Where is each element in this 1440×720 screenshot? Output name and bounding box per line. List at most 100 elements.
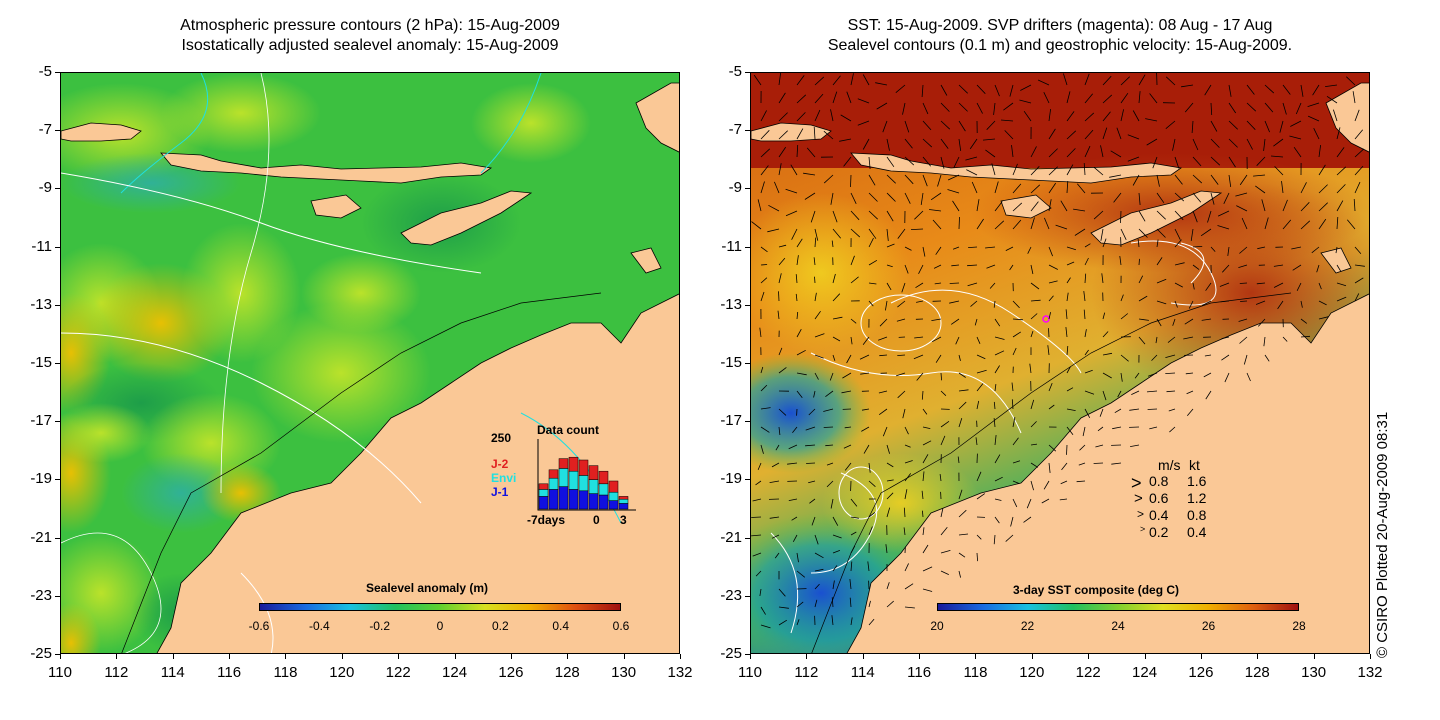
right-y-tick	[745, 72, 750, 73]
sla-colorbar-tick: 0.4	[552, 619, 569, 633]
left-x-tick	[454, 654, 456, 659]
sst-colorbar-tick: 20	[930, 619, 944, 633]
velocity-legend-arrow: >	[1134, 490, 1143, 507]
right-x-tick	[1313, 654, 1315, 659]
sla-colorbar-tick: 0	[436, 619, 444, 633]
left-y-tick	[55, 421, 60, 423]
velocity-legend-arrow: >	[1137, 507, 1145, 521]
right-x-tick	[862, 654, 864, 659]
tanimbar-island	[1320, 247, 1352, 274]
histogram-bar	[588, 493, 599, 510]
sst-colorbar-tick: 24	[1111, 619, 1125, 633]
data-count-histogram	[537, 439, 636, 511]
csiro-credit: © CSIRO Plotted 20-Aug-2009 08:31	[1374, 411, 1391, 658]
sst-map-panel: m/s kt >0.8 1.6 >0.6 1.2 >0.4 0.8 >0.2 0.4 3-da…	[750, 72, 1370, 654]
right-x-tick-label: 124	[1132, 664, 1158, 681]
right-y-tick-label: -9	[728, 179, 742, 197]
velocity-legend-header-ms: m/s	[1158, 457, 1181, 473]
histogram-bar	[618, 498, 629, 504]
velocity-legend-kt: 1.2	[1187, 490, 1207, 506]
sst-colorbar-tick: 22	[1020, 619, 1035, 633]
right-x-tick-label: 116	[907, 664, 932, 681]
histogram-bar	[578, 459, 589, 476]
left-y-tick-label: -17	[30, 412, 52, 430]
right-y-tick	[745, 654, 750, 655]
histogram-bar	[578, 490, 589, 510]
left-y-tick	[55, 304, 60, 306]
histogram-bar	[618, 503, 629, 510]
right-y-tick-label: -7	[728, 121, 742, 139]
left-x-tick-label: 120	[329, 664, 355, 681]
sst-map	[751, 73, 1369, 653]
right-y-tick-label: -15	[720, 354, 742, 371]
sst-colorbar-title: 3-day SST composite (deg C)	[1013, 583, 1180, 597]
inset-title: Data count	[537, 423, 600, 437]
right-y-tick	[745, 246, 750, 248]
sla-colorbar	[259, 603, 621, 611]
velocity-legend-ms: 0.8	[1149, 473, 1169, 489]
histogram-bar	[588, 479, 599, 494]
sst-colorbar	[937, 603, 1299, 611]
right-x-tick-label: 128	[1244, 664, 1270, 681]
sumba-island	[310, 194, 362, 219]
histogram-bar	[598, 470, 609, 485]
left-x-tick	[60, 654, 61, 659]
histogram-bar	[608, 491, 619, 501]
histogram-bar	[568, 456, 579, 472]
left-y-tick-label: -25	[30, 645, 52, 662]
histogram-bar	[538, 483, 549, 490]
sla-map-panel: Data count 250 J-2 Envi J-1 -7days 0 3 Sea…	[60, 72, 680, 654]
tanimbar-island	[630, 247, 662, 274]
velocity-legend-kt: 0.8	[1187, 507, 1207, 523]
histogram-bar	[618, 496, 629, 500]
right-y-tick	[745, 595, 750, 597]
histogram-bar	[588, 465, 599, 480]
right-x-tick-label: 118	[963, 664, 988, 681]
left-y-tick-label: -13	[30, 295, 52, 313]
sst-colorbar-tick: 28	[1292, 619, 1306, 633]
left-x-tick-label: 116	[217, 664, 242, 681]
sla-colorbar-title: Sealevel anomaly (m)	[366, 581, 489, 595]
right-x-tick	[750, 654, 751, 659]
left-x-tick	[116, 654, 118, 659]
left-x-tick-label: 130	[611, 664, 637, 681]
geostrophic-velocity-vectors	[751, 73, 1365, 629]
right-x-tick	[806, 654, 808, 659]
histogram-bar	[548, 469, 559, 479]
sumba-island	[1000, 194, 1052, 219]
sst-colorbar-tick: 26	[1201, 619, 1216, 633]
right-y-tick-label: -11	[721, 237, 742, 255]
inset-series-label: J-1	[491, 485, 509, 499]
inset-series-label: Envi	[491, 471, 517, 485]
velocity-legend-arrow: >	[1131, 473, 1142, 493]
data-count-inset: Data count 250 J-2 Envi J-1 -7days 0 3	[481, 419, 641, 529]
left-x-tick	[680, 654, 681, 659]
left-y-tick	[55, 246, 60, 248]
velocity-legend-ms: 0.6	[1149, 490, 1169, 506]
left-x-tick	[510, 654, 512, 659]
histogram-bar	[558, 458, 569, 469]
sla-colorbar-tick: -0.2	[369, 619, 390, 633]
right-x-tick	[1257, 654, 1259, 659]
right-x-tick	[919, 654, 921, 659]
left-x-tick-label: 118	[273, 664, 298, 681]
right-x-tick-label: 130	[1301, 664, 1327, 681]
left-x-tick-label: 132	[667, 664, 693, 681]
right-y-tick-label: -5	[728, 63, 742, 80]
histogram-bar	[548, 477, 559, 490]
left-y-tick-label: -5	[38, 63, 52, 80]
right-title-line1: SST: 15-Aug-2009. SVP drifters (magenta)…	[847, 17, 1273, 34]
right-y-tick	[745, 188, 750, 190]
histogram-bar	[598, 494, 609, 510]
velocity-legend-ms: 0.4	[1149, 507, 1169, 523]
left-x-tick	[285, 654, 287, 659]
right-y-tick	[745, 537, 750, 539]
left-x-tick-label: 126	[498, 664, 524, 681]
sla-colorbar-tick: -0.4	[308, 619, 330, 633]
velocity-legend-arrow: >	[1140, 524, 1146, 534]
aru-islands	[635, 82, 679, 153]
histogram-bar	[558, 468, 569, 487]
right-y-tick-label: -17	[720, 412, 742, 430]
right-y-tick	[745, 363, 750, 364]
australia-land	[156, 293, 679, 653]
